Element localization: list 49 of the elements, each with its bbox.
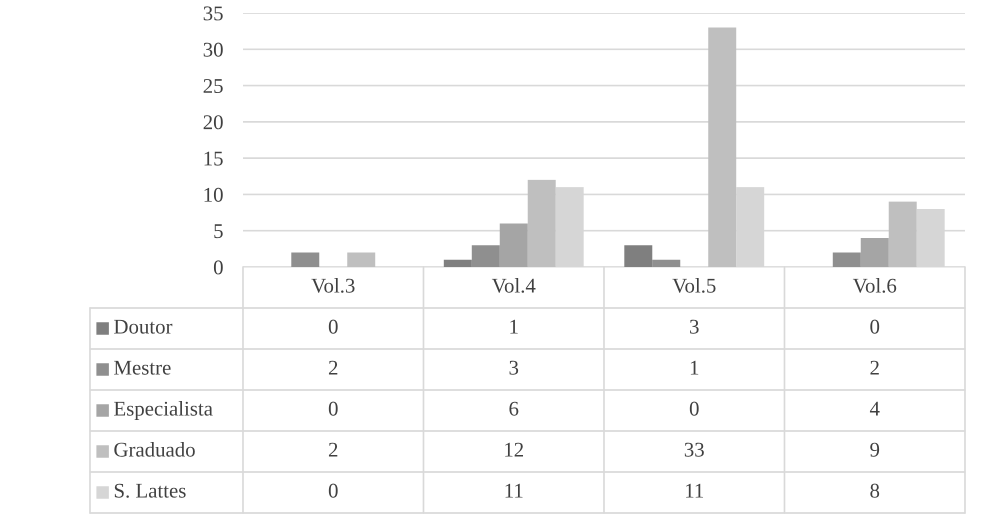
data-label: 12 (505, 442, 524, 457)
legend-label: Especialista (114, 401, 213, 420)
y-tick-label: 0 (214, 260, 223, 274)
x-tick-label: Vol.5 (672, 278, 716, 293)
data-label: 0 (690, 402, 699, 416)
y-tick-label: 10 (204, 188, 223, 202)
y-tick-label: 15 (204, 152, 223, 166)
bar (652, 260, 680, 267)
bar (860, 238, 889, 267)
data-label: 2 (870, 360, 879, 375)
bar (291, 252, 320, 267)
bar (832, 252, 861, 267)
legend-label: S. Lattes (114, 484, 186, 498)
bar (472, 245, 500, 267)
y-tick-label: 30 (204, 42, 223, 57)
data-label: 3 (510, 360, 518, 375)
data-label: 0 (870, 320, 880, 334)
legend-label: Graduado (114, 442, 195, 457)
bar (500, 223, 528, 267)
x-tick-label: Vol.4 (492, 278, 536, 293)
y-tick-label: 35 (204, 6, 223, 20)
y-tick-label: 5 (214, 224, 223, 238)
data-label: 2 (328, 442, 338, 457)
data-label: 4 (870, 402, 880, 416)
x-tick-label: Vol.6 (852, 278, 896, 293)
x-tick-label: Vol.3 (311, 278, 355, 293)
legend-label: Mestre (114, 360, 171, 375)
y-tick-label: 20 (204, 115, 223, 130)
y-tick-label: 25 (204, 79, 223, 94)
legend-label: Doutor (114, 320, 172, 334)
data-label: 6 (509, 402, 518, 416)
data-label: 9 (870, 442, 880, 457)
data-label: 11 (686, 484, 704, 498)
data-label: 0 (328, 402, 338, 416)
data-label: 0 (328, 484, 338, 498)
data-label: 2 (328, 360, 338, 375)
bar (528, 180, 556, 267)
bar (708, 28, 736, 267)
data-label: 1 (690, 360, 698, 375)
data-label: 3 (690, 320, 699, 334)
data-label: 0 (328, 320, 338, 334)
data-label: 33 (684, 442, 704, 457)
data-label: 1 (510, 320, 518, 334)
data-label: 8 (870, 484, 880, 498)
data-label: 11 (506, 484, 523, 498)
bar (888, 202, 917, 267)
bar (624, 245, 652, 267)
bar (347, 252, 376, 267)
bar (444, 260, 472, 267)
